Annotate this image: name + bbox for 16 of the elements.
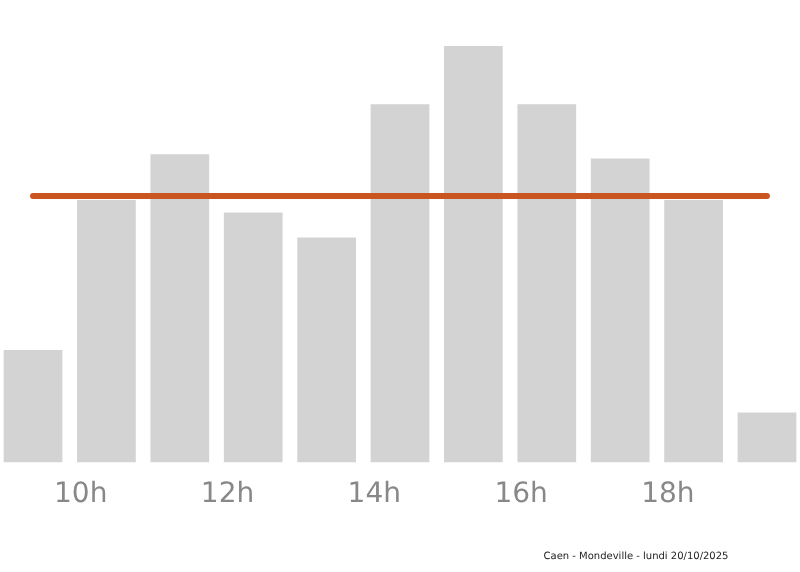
x-tick-label: 16h — [494, 478, 548, 511]
bar — [150, 154, 210, 463]
x-tick-label: 10h — [54, 478, 108, 511]
x-tick-label: 12h — [200, 478, 255, 511]
bar — [297, 237, 356, 463]
x-tick-label: 14h — [347, 478, 401, 511]
bar — [444, 46, 503, 463]
bar — [664, 200, 723, 463]
bar — [3, 349, 63, 463]
bar — [590, 158, 650, 463]
bar — [517, 104, 577, 463]
bar — [77, 200, 136, 463]
bar — [223, 212, 283, 463]
bar — [737, 412, 797, 463]
x-tick-label: 18h — [641, 478, 695, 511]
bar — [370, 104, 430, 463]
